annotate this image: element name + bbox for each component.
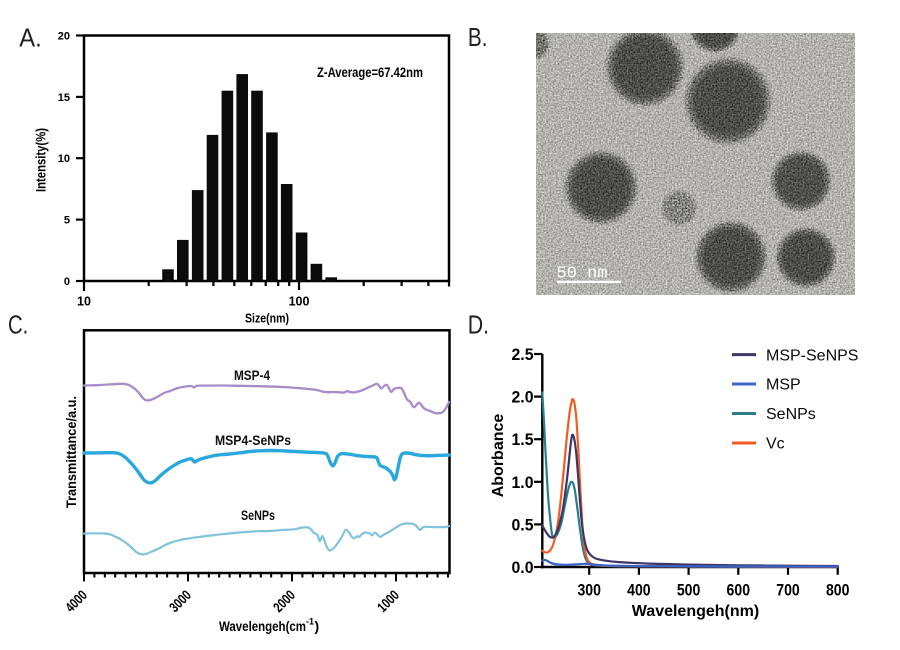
svg-text:): ) <box>315 618 320 634</box>
svg-text:0.0: 0.0 <box>512 559 534 577</box>
svg-text:B.: B. <box>468 22 488 52</box>
svg-text:Wavelengeh(nm): Wavelengeh(nm) <box>632 603 759 620</box>
svg-text:Z-Average=67.42nm: Z-Average=67.42nm <box>317 64 423 80</box>
svg-text:10: 10 <box>77 295 91 309</box>
svg-text:C.: C. <box>8 310 28 340</box>
svg-text:400: 400 <box>627 581 651 600</box>
svg-text:0.5: 0.5 <box>512 516 534 534</box>
svg-text:Intensity(%): Intensity(%) <box>33 128 49 192</box>
svg-text:800: 800 <box>826 581 850 600</box>
svg-text:SeNPs: SeNPs <box>241 507 275 523</box>
svg-text:1.0: 1.0 <box>512 474 534 492</box>
svg-text:0: 0 <box>64 276 70 288</box>
svg-text:500: 500 <box>677 581 701 600</box>
svg-text:100: 100 <box>289 295 310 309</box>
svg-text:Size(nm): Size(nm) <box>245 311 289 326</box>
svg-text:MSP4-SeNPs: MSP4-SeNPs <box>215 432 291 448</box>
svg-text:Wavelengeh(cm: Wavelengeh(cm <box>219 618 306 634</box>
svg-text:Transmittance/a.u.: Transmittance/a.u. <box>63 396 79 508</box>
svg-text:600: 600 <box>727 581 751 600</box>
svg-text:1.5: 1.5 <box>512 431 534 449</box>
svg-text:2.0: 2.0 <box>512 389 534 407</box>
svg-text:MSP-4: MSP-4 <box>234 367 270 383</box>
svg-text:300: 300 <box>577 581 601 600</box>
svg-text:MSP: MSP <box>766 377 801 394</box>
svg-text:-1: -1 <box>306 617 314 627</box>
svg-text:SeNPs: SeNPs <box>766 406 816 423</box>
svg-text:A.: A. <box>19 22 42 52</box>
svg-text:700: 700 <box>776 581 800 600</box>
svg-text:D.: D. <box>468 309 489 339</box>
svg-text:50 nm: 50 nm <box>557 265 608 284</box>
svg-text:MSP-SeNPS: MSP-SeNPS <box>766 347 858 364</box>
svg-text:20: 20 <box>58 30 70 42</box>
svg-text:10: 10 <box>58 153 70 165</box>
svg-text:5: 5 <box>64 215 70 227</box>
svg-text:2.5: 2.5 <box>512 346 534 364</box>
svg-text:Aborbance: Aborbance <box>490 414 507 498</box>
svg-text:Vc: Vc <box>766 436 785 453</box>
svg-text:15: 15 <box>58 92 70 104</box>
